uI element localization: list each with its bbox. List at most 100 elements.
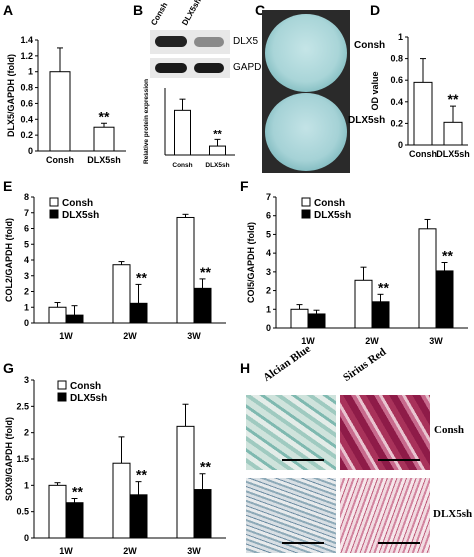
chart-e-y-tick-label: 0	[24, 318, 29, 328]
chart-e-x-tick-label: 1W	[59, 331, 73, 341]
chart-b-y-axis-label: Relative protein expression	[143, 79, 150, 164]
chart-e-bar	[112, 264, 131, 324]
chart-e-y-tick-label: 5	[24, 239, 29, 249]
chart-f-legend-swatch	[301, 209, 311, 219]
chart-g-x-tick-label: 3W	[187, 546, 201, 556]
chart-g-bar	[176, 425, 195, 539]
chart-a-y-tick-label: 0.2	[20, 130, 33, 140]
chart-g-y-tick-label: 1.5	[16, 454, 29, 464]
blot-band	[155, 36, 187, 47]
blot-band	[194, 63, 224, 73]
chart-e-legend-label: Consh	[62, 198, 93, 209]
chart-d-x-tick-label: Consh	[409, 149, 437, 159]
blot-label-dlx5: DLX5	[233, 36, 259, 47]
histo-consh-sirius	[340, 395, 430, 470]
blot-strip-gapdh	[150, 58, 230, 78]
dish-dlx5sh	[265, 93, 347, 171]
chart-e-bar	[176, 216, 195, 324]
chart-f-bar	[354, 279, 373, 329]
chart-f-significance-label: **	[378, 279, 389, 295]
chart-f-x-tick-label: 3W	[429, 336, 443, 346]
chart-e-legend-label: DLX5sh	[62, 210, 99, 221]
chart-e-y-axis-label: COL2/GAPDH (fold)	[4, 218, 14, 302]
histo-consh-alcian	[246, 395, 336, 470]
chart-d-y-tick-label: 0.8	[390, 54, 403, 64]
chart-b-bar	[209, 145, 226, 156]
chart-g-legend-label: DLX5sh	[70, 393, 107, 404]
dish-label-consh: Consh	[354, 40, 386, 51]
chart-g-bar	[48, 484, 67, 539]
chart-d-y-tick-label: 1	[398, 32, 403, 42]
chart-g-bar	[112, 462, 131, 539]
chart-g-y-tick-label: 2	[24, 428, 29, 438]
blot-strip-dlx5	[150, 30, 230, 54]
chart-a-y-tick-label: 0.4	[20, 114, 33, 124]
chart-g-legend-label: Consh	[70, 381, 101, 392]
chart-a-x-tick-label: Consh	[46, 155, 74, 165]
chart-e-significance-label: **	[200, 264, 211, 280]
chart-e-legend-swatch	[49, 197, 59, 207]
chart-g-y-tick-label: 3	[24, 375, 29, 385]
scale-bar	[378, 542, 420, 544]
chart-e-x-tick-label: 3W	[187, 331, 201, 341]
chart-f-y-tick-label: 2	[266, 286, 271, 296]
chart-f-y-tick-label: 6	[266, 211, 271, 221]
blot-band	[155, 63, 187, 73]
chart-f-x-tick-label: 2W	[365, 336, 379, 346]
chart-g-x-tick-label: 2W	[123, 546, 137, 556]
chart-a-y-tick-label: 1.2	[20, 51, 33, 61]
chart-f-legend-label: Consh	[314, 198, 345, 209]
scale-bar	[378, 459, 420, 461]
chart-e-y-tick-label: 4	[24, 255, 29, 265]
panel-letter-c: C	[255, 2, 266, 18]
chart-d-y-tick-label: 0	[398, 140, 403, 150]
blot-lane-label-dlx5sh: DLX5sh	[180, 0, 203, 28]
chart-g-y-axis-label: SOX9/GAPDH (fold)	[4, 417, 14, 501]
histo-row-label-dlx5sh: DLX5sh	[433, 508, 473, 520]
chart-e-y-tick-label: 8	[24, 192, 29, 202]
dish-consh	[265, 14, 347, 92]
chart-a-significance-label: **	[99, 108, 110, 124]
chart-f-y-tick-label: 5	[266, 229, 271, 239]
chart-g-bar	[193, 489, 212, 539]
chart-f-significance-label: **	[442, 248, 453, 264]
chart-f-y-tick-label: 4	[266, 248, 271, 258]
chart-d-bar	[413, 81, 433, 146]
chart-f-y-tick-label: 7	[266, 192, 271, 202]
panel-letter-b: B	[133, 2, 144, 18]
chart-f-bar	[307, 313, 326, 329]
chart-e-y-tick-label: 7	[24, 208, 29, 218]
panel-letter-a: A	[3, 2, 14, 18]
chart-e-bar	[65, 314, 84, 324]
chart-d-x-tick-label: DLX5sh	[436, 149, 470, 159]
panel-letter-d: D	[370, 2, 381, 18]
chart-g-legend-swatch	[57, 392, 67, 402]
chart-a-bar	[93, 126, 115, 152]
chart-e-x-tick-label: 2W	[123, 331, 137, 341]
blot-label-gapdh: GAPDH	[233, 62, 269, 73]
chart-f-y-axis-label: COl5/GAPDH (fold)	[246, 222, 256, 303]
chart-f-legend-swatch	[301, 197, 311, 207]
chart-d-y-tick-label: 0.2	[390, 118, 403, 128]
chart-g-y-tick-label: 0.5	[16, 507, 29, 517]
chart-e-legend-swatch	[49, 209, 59, 219]
chart-e-y-tick-label: 3	[24, 271, 29, 281]
chart-g-significance-label: **	[200, 459, 211, 475]
chart-a-y-tick-label: 0.6	[20, 98, 33, 108]
chart-g-significance-label: **	[72, 484, 83, 500]
chart-g-bar	[65, 502, 84, 539]
chart-e-bar	[129, 302, 148, 324]
chart-e-y-tick-label: 1	[24, 302, 29, 312]
chart-a-y-axis-label: DLX5/GAPDH (fold)	[6, 54, 16, 137]
histo-dlx5sh-sirius	[340, 478, 430, 553]
histo-dlx5sh-alcian	[246, 478, 336, 553]
chart-a-y-tick-label: 0	[28, 146, 33, 156]
histo-label-sirius-red: Sirius Red	[341, 345, 389, 384]
scale-bar	[282, 459, 324, 461]
chart-a-y-tick-label: 1.4	[20, 35, 33, 45]
panel-letter-f: F	[240, 178, 249, 194]
chart-e-bar	[193, 287, 212, 324]
chart-g-significance-label: **	[136, 467, 147, 483]
chart-b-bar	[174, 109, 191, 156]
chart-f-bar	[290, 308, 309, 329]
